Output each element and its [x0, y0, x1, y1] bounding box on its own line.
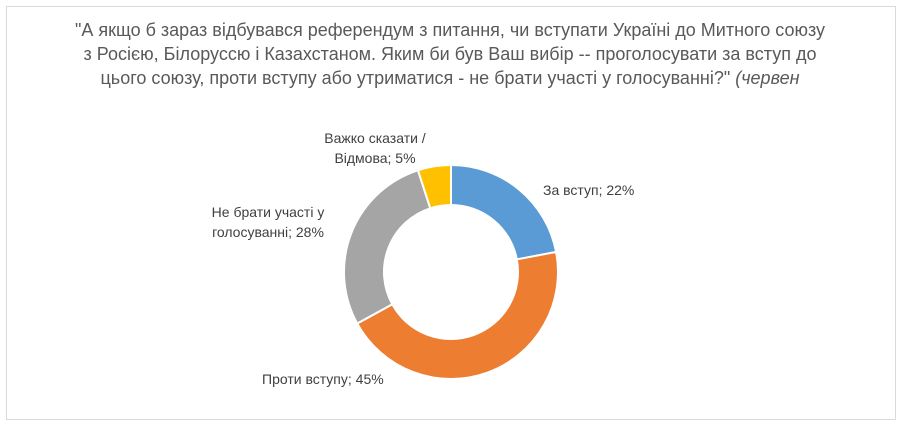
data-label-za-vstup: За вступ; 22% — [543, 182, 635, 198]
data-label-proty-vstupu: Проти вступу; 45% — [262, 371, 384, 387]
donut-slices — [343, 163, 559, 380]
slice-proty-vstupu — [355, 250, 559, 380]
chart-title-text: "А якщо б зараз відбувався референдум з … — [74, 20, 826, 88]
data-label-ne-braty-uchasti: Не брати участі у голосуванні; 28% — [211, 204, 325, 240]
slice-vazhko-skazaty — [416, 163, 452, 210]
chart-title: "А якщо б зараз відбувався референдум з … — [70, 18, 830, 90]
data-label-vazhko-skazaty: Важко сказати / Відмова; 5% — [324, 130, 426, 166]
slice-za-vstup — [450, 163, 558, 261]
chart-title-tail: (червен — [735, 68, 800, 88]
slice-ne-braty-uchasti — [343, 168, 432, 325]
